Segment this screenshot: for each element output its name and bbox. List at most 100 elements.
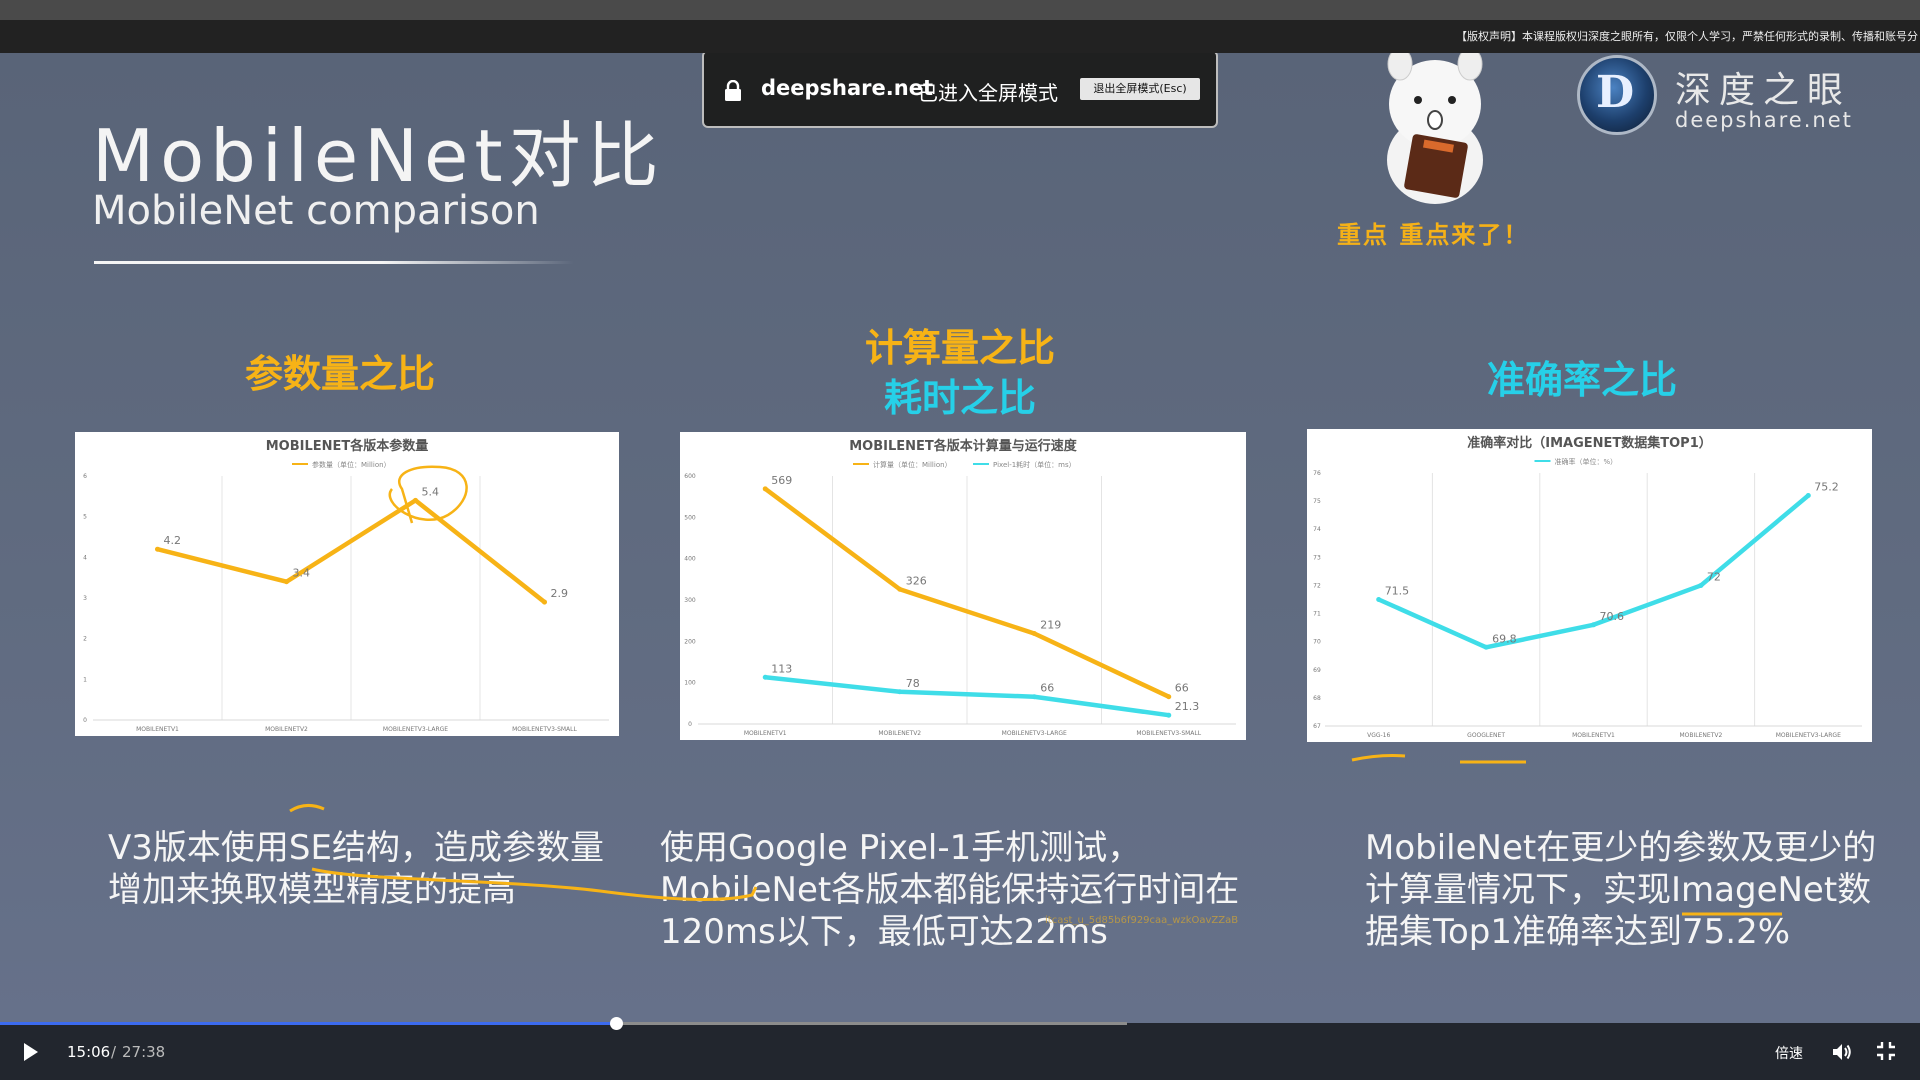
- y-tick-label: 75: [1313, 498, 1321, 505]
- data-label: 71.5: [1385, 585, 1410, 598]
- data-point: [1591, 622, 1596, 628]
- user-watermark: itcast_u_5d85b6f929caa_wzkOavZZaB: [1045, 915, 1239, 926]
- data-point: [1698, 582, 1704, 588]
- data-point: [284, 579, 289, 585]
- progress-bar[interactable]: [0, 1017, 1127, 1030]
- y-tick-label: 200: [684, 638, 696, 645]
- y-tick-label: 74: [1313, 526, 1321, 533]
- progress-thumb[interactable]: [609, 1017, 623, 1030]
- data-point: [762, 674, 768, 680]
- data-point: [897, 586, 903, 592]
- y-tick-label: 2: [83, 636, 87, 643]
- heading-accuracy: 准确率之比: [1486, 358, 1677, 402]
- data-point: [1483, 644, 1489, 650]
- y-tick-label: 70: [1313, 639, 1321, 646]
- data-label: 70.6: [1600, 610, 1625, 623]
- x-tick-label: MOBILENETV3-LARGE: [383, 726, 448, 733]
- logo-text-cn: 深度之眼: [1675, 70, 1852, 111]
- y-tick-label: 3: [83, 595, 87, 602]
- x-tick-label: MOBILENETV3-LARGE: [1776, 732, 1841, 739]
- description-accuracy: MobileNet在更少的参数及更少的计算量情况下，实现ImageNet数据集T…: [1365, 828, 1877, 952]
- y-tick-label: 500: [684, 514, 696, 521]
- total-time: 27:38: [122, 1043, 166, 1061]
- heading-compute: 计算量之比: [864, 326, 1055, 370]
- data-point: [897, 689, 903, 695]
- y-tick-label: 1: [83, 676, 87, 683]
- x-tick-label: GOOGLENET: [1467, 732, 1505, 739]
- fullscreen-notification: deepshare.net 已进入全屏模式 退出全屏模式(Esc): [702, 53, 1218, 128]
- chart-title: MOBILENET各版本计算量与运行速度: [849, 438, 1078, 454]
- video-slide[interactable]: MobileNet对比 MobileNet comparison 重点 重点来了…: [0, 53, 1920, 1023]
- time-separator: /: [111, 1043, 117, 1061]
- y-tick-label: 76: [1313, 470, 1321, 477]
- data-point: [1805, 492, 1811, 498]
- data-label: 113: [771, 662, 792, 675]
- data-label: 75.2: [1814, 480, 1839, 493]
- fullscreen-message: 已进入全屏模式: [918, 81, 1058, 105]
- data-label: 66: [1040, 682, 1054, 695]
- params-chart: MOBILENET各版本参数量 参数量（单位：Million） 0 1 2 3 4 5 6 MOB…: [75, 432, 619, 736]
- data-point: [155, 546, 160, 552]
- data-label: 72: [1707, 570, 1721, 583]
- description-speed: 使用Google Pixel-1手机测试，MobileNet各版本都能保持运行时…: [660, 828, 1240, 952]
- data-label: 2.9: [551, 587, 569, 600]
- chart-title: MOBILENET各版本参数量: [266, 438, 429, 454]
- exit-fullscreen-button[interactable]: 退出全屏模式(Esc): [1080, 78, 1200, 100]
- copyright-notice: 【版权声明】本课程版权归深度之眼所有，仅限个人学习，严禁任何形式的录制、传播和账…: [1456, 30, 1918, 43]
- logo-letter: D: [1596, 67, 1635, 118]
- series-line: [763, 486, 1171, 699]
- copyright-notice-bar: 【版权声明】本课程版权归深度之眼所有，仅限个人学习，严禁任何形式的录制、传播和账…: [0, 20, 1920, 53]
- y-tick-label: 0: [688, 721, 692, 728]
- data-label: 326: [906, 574, 927, 587]
- mascot-caption: 重点 重点来了！: [1337, 221, 1530, 249]
- chart-svg: 准确率对比（IMAGENET数据集TOP1） 准确率（单位：%） 67 68 69 70 7…: [1313, 435, 1862, 739]
- legend-label: 计算量（单位：Million）: [873, 460, 952, 469]
- x-tick-label: MOBILENETV2: [1680, 732, 1723, 739]
- heading-params: 参数量之比: [244, 352, 435, 396]
- y-tick-label: 5: [83, 514, 87, 521]
- y-tick-label: 100: [684, 680, 696, 687]
- y-tick-label: 72: [1313, 582, 1321, 589]
- data-label: 219: [1040, 618, 1061, 631]
- data-label: 569: [771, 474, 792, 487]
- chart-title: 准确率对比（IMAGENET数据集TOP1）: [1467, 435, 1712, 451]
- progress-fill: [0, 1022, 616, 1025]
- x-tick-label: MOBILENETV3-SMALL: [512, 726, 577, 733]
- title-underline: [94, 261, 574, 264]
- y-tick-label: 4: [83, 554, 87, 561]
- x-tick-label: MOBILENETV2: [265, 726, 308, 733]
- play-icon[interactable]: [22, 1042, 40, 1062]
- y-tick-label: 69: [1313, 667, 1321, 674]
- data-point: [542, 599, 547, 605]
- data-label: 5.4: [422, 485, 440, 498]
- x-tick-label: MOBILENETV1: [1572, 732, 1615, 739]
- legend-label: Pixel-1耗时（单位：ms）: [993, 460, 1076, 469]
- data-point: [1031, 694, 1037, 700]
- data-label: 66: [1175, 682, 1189, 695]
- y-tick-label: 300: [684, 597, 696, 604]
- data-point: [762, 486, 768, 492]
- series-line: [155, 498, 547, 605]
- data-point: [413, 497, 418, 503]
- exit-fullscreen-icon[interactable]: [1876, 1041, 1896, 1061]
- x-tick-label: MOBILENETV1: [136, 726, 179, 733]
- video-controls-bar: [0, 1023, 1920, 1080]
- series-line: [763, 675, 1171, 718]
- y-tick-label: 0: [83, 717, 87, 724]
- description-params: V3版本使用SE结构，造成参数量增加来换取模型精度的提高: [108, 828, 604, 910]
- window-top-strip: [0, 0, 1920, 20]
- slide-subtitle: MobileNet comparison: [92, 188, 540, 234]
- data-label: 4.2: [164, 534, 182, 547]
- data-point: [1031, 630, 1037, 636]
- volume-icon[interactable]: [1830, 1040, 1854, 1064]
- current-time: 15:06: [67, 1043, 111, 1061]
- slide-title: MobileNet对比: [92, 114, 665, 198]
- x-tick-label: MOBILENETV3-SMALL: [1136, 730, 1201, 737]
- data-point: [1166, 694, 1172, 700]
- data-label: 69.8: [1492, 632, 1517, 645]
- x-tick-label: MOBILENETV3-LARGE: [1002, 730, 1067, 737]
- y-tick-label: 400: [684, 556, 696, 563]
- accuracy-chart: 准确率对比（IMAGENET数据集TOP1） 准确率（单位：%） 67 68 69 70 7…: [1307, 429, 1872, 742]
- playback-speed-button[interactable]: 倍速: [1775, 1046, 1803, 1062]
